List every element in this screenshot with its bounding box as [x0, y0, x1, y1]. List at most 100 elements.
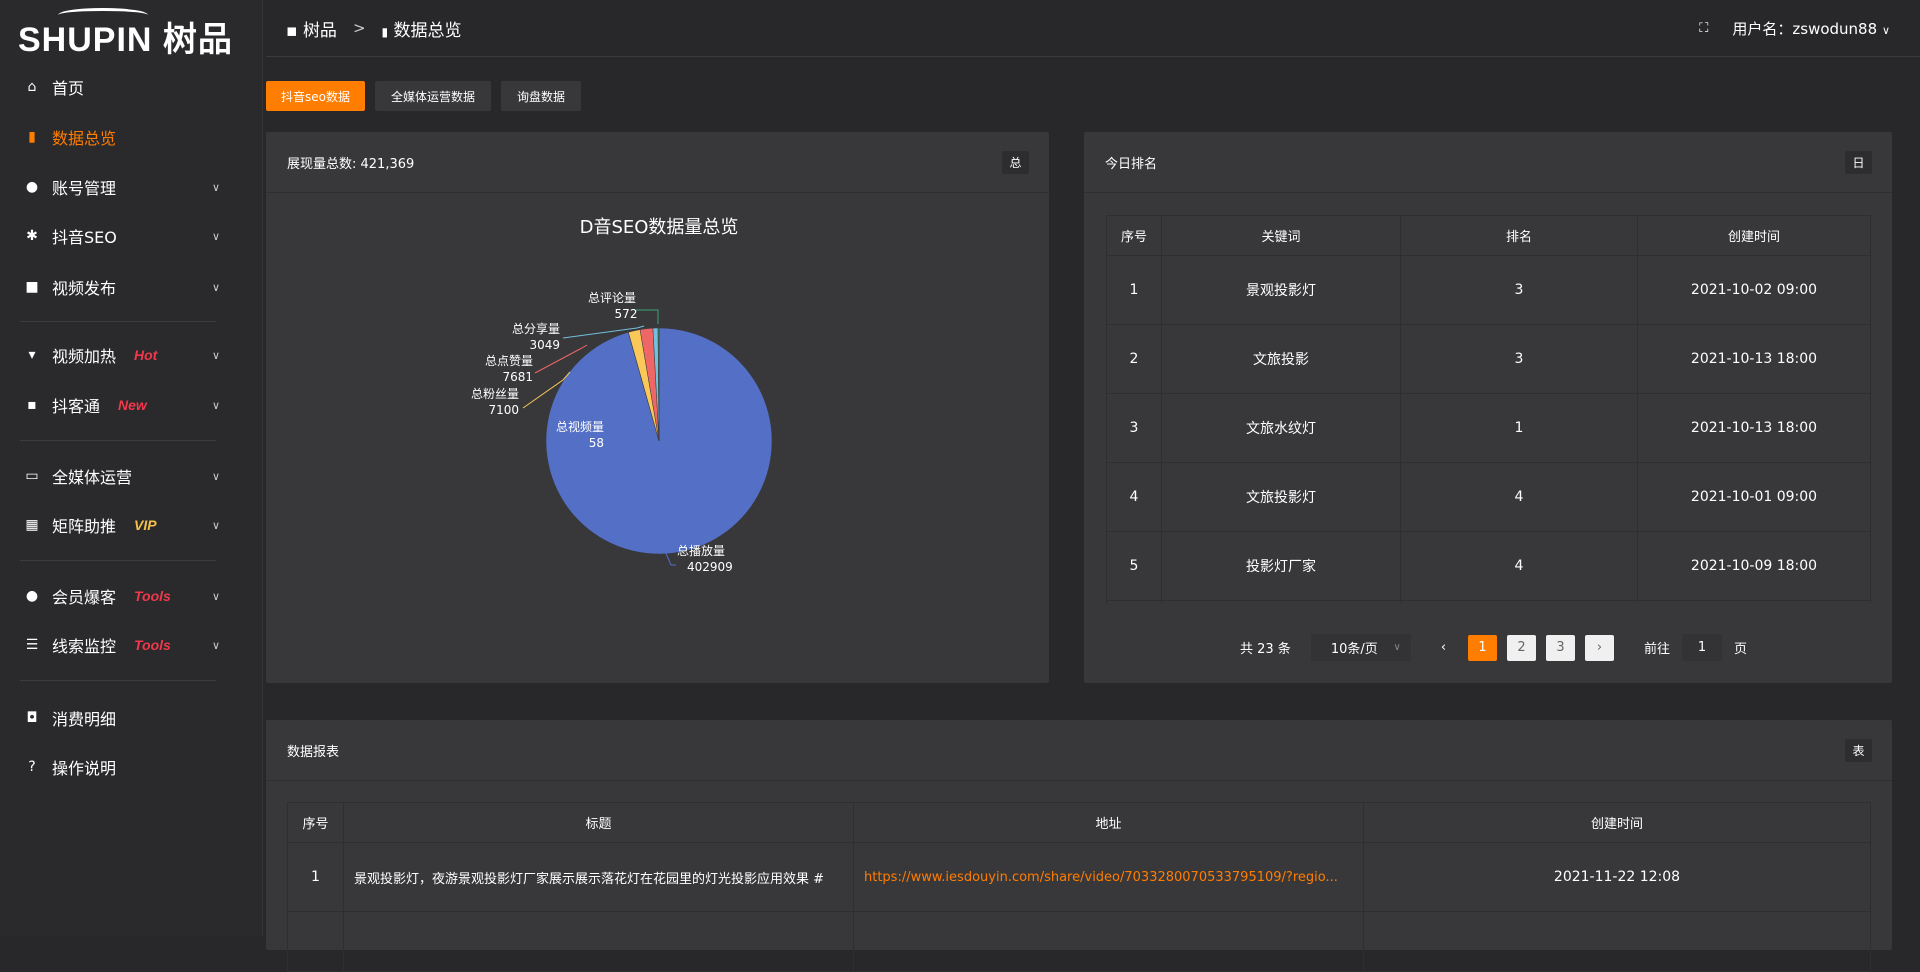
- page-size-value: 10条/页: [1330, 642, 1378, 657]
- sidebar-item[interactable]: ■ 视频发布 ∨: [0, 267, 263, 307]
- sidebar-item[interactable]: ⌂ 首页: [0, 67, 263, 107]
- sidebar-item[interactable]: ▭ 全媒体运营 ∨: [0, 456, 263, 496]
- chevron-down-icon: ∨: [212, 229, 221, 243]
- user-menu[interactable]: 用户名：zswodun88 ∨: [1732, 20, 1890, 38]
- report-table: 序号 标题 地址 创建时间 1 景观投影灯，夜游景观投影灯厂家展示展示落花灯在花…: [287, 802, 1871, 972]
- pie-label-value: 7100: [488, 403, 519, 417]
- cell-title: 景观投影灯，夜游景观投影灯厂家展示展示落花灯在花园里的灯光投影应用效果 #: [343, 842, 854, 912]
- divider: [20, 321, 216, 322]
- question-icon: ?: [28, 759, 36, 775]
- pie-label-value: 3049: [529, 338, 560, 352]
- breadcrumb-current: ▮ 数据总览: [381, 20, 462, 41]
- chevron-down-icon: ∨: [212, 518, 221, 532]
- bar-chart-icon: ▮: [28, 129, 36, 145]
- sidebar-item-label: 账号管理: [52, 179, 117, 198]
- divider: [20, 560, 216, 561]
- chat-icon: ▪: [27, 397, 37, 413]
- fullscreen-icon[interactable]: ⛶: [1699, 21, 1709, 36]
- table-cell: 5: [1106, 531, 1162, 601]
- divider: [20, 440, 216, 441]
- table-cell: 4: [1400, 531, 1638, 601]
- sliders-icon: ☰: [25, 637, 39, 653]
- tab-inquiry[interactable]: 询盘数据: [501, 81, 581, 111]
- table-cell: 2021-10-01 09:00: [1637, 462, 1871, 532]
- goto-page-input[interactable]: 1: [1682, 634, 1723, 661]
- day-button[interactable]: 日: [1845, 151, 1872, 174]
- pie-label-name: 总点赞量: [485, 354, 533, 368]
- next-page-button[interactable]: ›: [1585, 634, 1615, 661]
- logo[interactable]: SHUPIN 树品: [18, 8, 233, 61]
- chevron-down-icon: ∨: [212, 348, 221, 362]
- tab-douyin-seo[interactable]: 抖音seo数据: [266, 81, 365, 111]
- page-size-select[interactable]: 10条/页 ∨: [1310, 634, 1411, 661]
- sidebar-item-label: 全媒体运营: [52, 468, 133, 487]
- pie-label-value: 402909: [687, 560, 733, 574]
- page-1[interactable]: 1: [1468, 634, 1498, 661]
- sidebar-item-label: 消费明细: [52, 710, 117, 729]
- page-3[interactable]: 3: [1546, 634, 1576, 661]
- sidebar-badge: VIP: [134, 517, 157, 533]
- table-row: [287, 911, 1871, 972]
- monitor-icon: ▭: [25, 468, 39, 484]
- chevron-down-icon: ∨: [212, 469, 221, 483]
- user-icon: ●: [25, 588, 39, 604]
- sidebar-item[interactable]: ● 会员爆客 Tools ∨: [0, 576, 263, 616]
- sidebar-item[interactable]: ✱ 抖音SEO ∨: [0, 216, 263, 256]
- sidebar-badge: Tools: [134, 637, 171, 653]
- bar-chart-icon: ▮: [381, 24, 389, 39]
- sidebar-item-label: 数据总览: [52, 129, 117, 148]
- col-header: 创建时间: [1363, 802, 1871, 843]
- table-cell: 2021-10-09 18:00: [1637, 531, 1871, 601]
- chevron-down-icon: ∨: [212, 398, 221, 412]
- pie-label-name: 总分享量: [512, 321, 560, 336]
- cell-url-link[interactable]: https://www.iesdouyin.com/share/video/70…: [853, 842, 1364, 912]
- label-leader-line: [534, 344, 588, 374]
- chevron-down-icon: ∨: [212, 180, 221, 194]
- total-button[interactable]: 总: [1002, 151, 1029, 174]
- pie-label-value: 7681: [502, 370, 533, 384]
- col-header: 排名: [1400, 215, 1638, 256]
- sidebar: SHUPIN 树品 ⌂ 首页 ▮ 数据总览 ● 账号管理 ∨ ✱ 抖音SEO ∨ ■ 视频发布 ∨ ▾ 视频…: [0, 0, 263, 936]
- pagination: 共 23 条 10条/页 ∨ ‹ 1 2 3 › 前往 1 页: [1240, 634, 1747, 661]
- chart-title: D音SEO数据量总览: [580, 217, 739, 238]
- sidebar-item-label: 线索监控: [52, 637, 117, 656]
- breadcrumb-separator: >: [352, 19, 366, 37]
- table-cell: 2021-10-02 09:00: [1637, 255, 1871, 325]
- label-leader-line: [562, 325, 645, 339]
- pie-slice[interactable]: [657, 327, 660, 442]
- flag-icon: ▾: [28, 347, 36, 363]
- grid-icon: ▦: [25, 517, 39, 533]
- tab-all-media[interactable]: 全媒体运营数据: [375, 81, 491, 111]
- sidebar-item-label: 抖音SEO: [52, 228, 117, 247]
- gear-icon: ✱: [26, 228, 38, 244]
- divider: [20, 680, 216, 681]
- user-icon: ●: [25, 179, 39, 195]
- sidebar-item[interactable]: ☰ 线索监控 Tools ∨: [0, 625, 263, 665]
- table-button[interactable]: 表: [1845, 739, 1872, 762]
- breadcrumb-home[interactable]: ▪ 树品: [286, 20, 337, 41]
- col-header: 关键词: [1161, 215, 1401, 256]
- prev-page-button[interactable]: ‹: [1440, 640, 1447, 655]
- sidebar-badge: Tools: [134, 588, 171, 604]
- sidebar-item[interactable]: ▮ 数据总览: [0, 117, 263, 157]
- pie-card: 展现量总数: 421,369 总 D音SEO数据量总览 总播放量 402909 总视频…: [266, 132, 1049, 790]
- table-cell: 1: [1106, 255, 1162, 325]
- report-card: 数据报表 表 序号 标题 地址 创建时间 1 景观投影灯，夜游景观投影灯厂家展示…: [266, 720, 1892, 972]
- table-row: 3 文旅水纹灯 1 2021-10-13 18:00: [1106, 393, 1871, 463]
- sidebar-item[interactable]: ● 账号管理 ∨: [0, 167, 263, 207]
- sidebar-item[interactable]: ▦ 矩阵助推 VIP ∨: [0, 505, 263, 545]
- chevron-down-icon: ∨: [1393, 642, 1401, 653]
- table-cell: 文旅投影灯: [1161, 462, 1401, 532]
- total-count: 共 23 条: [1240, 642, 1291, 657]
- ranking-table-wrap: 序号 关键词 排名 创建时间 1 景观投影灯 3 2021-10-02 09:00 2 文…: [1106, 215, 1871, 603]
- table-cell: 文旅水纹灯: [1161, 393, 1401, 463]
- sidebar-item[interactable]: ▾ 视频加热 Hot ∨: [0, 335, 263, 375]
- sidebar-item[interactable]: ▪ 抖客通 New ∨: [0, 385, 263, 425]
- table-row: 4 文旅投影灯 4 2021-10-01 09:00: [1106, 462, 1871, 532]
- pie-label-name: 总粉丝量: [471, 387, 519, 401]
- sidebar-item[interactable]: ? 操作说明: [0, 747, 263, 787]
- page-2[interactable]: 2: [1507, 634, 1537, 661]
- table-cell: 3: [1400, 324, 1638, 394]
- table-cell: 3: [1400, 255, 1638, 325]
- sidebar-item[interactable]: ◘ 消费明细: [0, 698, 263, 738]
